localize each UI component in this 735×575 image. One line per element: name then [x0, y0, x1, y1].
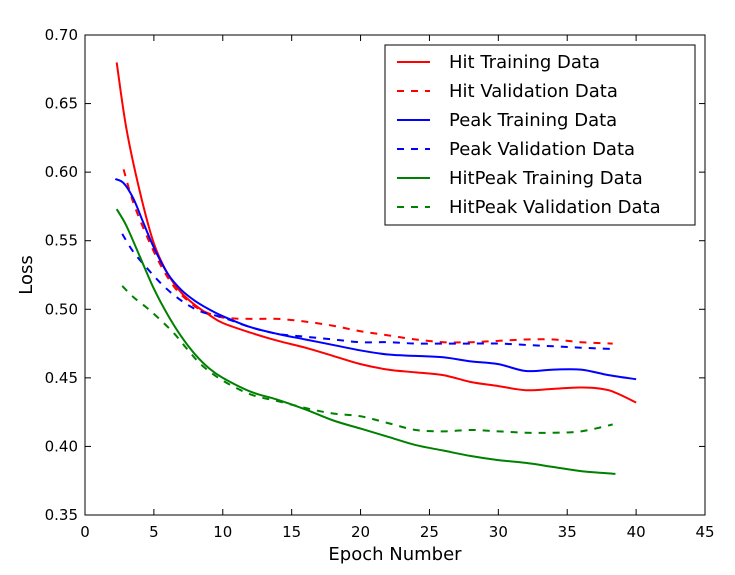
y-tick-label: 0.50 — [45, 300, 78, 318]
x-tick-label: 35 — [558, 523, 577, 541]
x-tick-label: 40 — [627, 523, 646, 541]
plot-frame — [84, 34, 706, 516]
y-tick-label: 0.45 — [45, 369, 78, 387]
series-line-4 — [115, 208, 616, 475]
legend-label-4: HitPeak Training Data — [449, 168, 643, 189]
axis-ticks: 0 5 10 15 20 25 30 35 40 45 0.35 0.40 0.45 0.50 0.55 0.… — [45, 26, 715, 541]
legend: Hit Training Data Hit Validation Data Peak… — [384, 44, 696, 226]
x-tick-label: 20 — [351, 523, 370, 541]
y-axis-title: Loss — [16, 255, 37, 294]
legend-label-1: Hit Validation Data — [449, 81, 618, 102]
x-tick-label: 30 — [489, 523, 508, 541]
legend-box — [384, 44, 696, 226]
x-tick-label: 10 — [213, 523, 232, 541]
legend-label-5: HitPeak Validation Data — [449, 197, 661, 218]
series-line-1 — [122, 169, 613, 345]
y-tick-label: 0.35 — [45, 506, 78, 524]
y-tick-label: 0.55 — [45, 232, 78, 250]
legend-label-2: Peak Training Data — [449, 110, 617, 131]
x-tick-label: 5 — [149, 523, 159, 541]
x-tick-label: 25 — [420, 523, 439, 541]
x-tick-label: 45 — [695, 523, 714, 541]
x-tick-label: 15 — [282, 523, 301, 541]
y-tick-label: 0.70 — [45, 26, 78, 44]
series-line-2 — [114, 178, 637, 381]
series-line-3 — [121, 233, 613, 351]
y-tick-label: 0.65 — [45, 95, 78, 113]
x-tick-label: 0 — [80, 523, 90, 541]
series-line-5 — [121, 285, 613, 434]
legend-label-0: Hit Training Data — [449, 52, 600, 73]
y-tick-label: 0.40 — [45, 437, 78, 455]
x-axis-title: Epoch Number — [328, 544, 462, 565]
legend-label-3: Peak Validation Data — [449, 139, 635, 160]
series-lines — [114, 62, 637, 475]
y-tick-label: 0.60 — [45, 163, 78, 181]
